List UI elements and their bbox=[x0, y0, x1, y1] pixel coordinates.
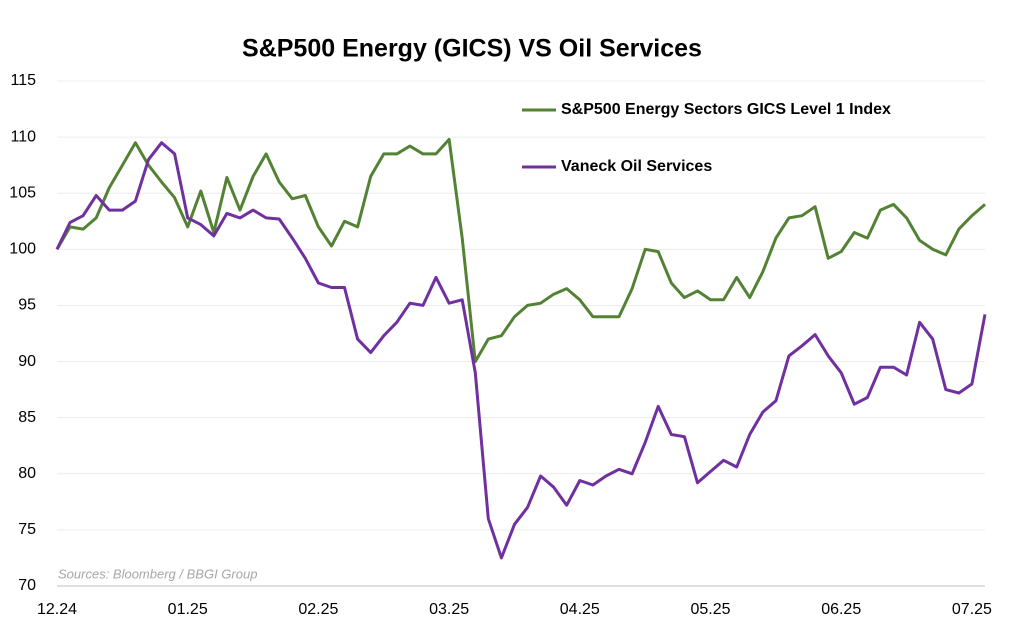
x-tick-label: 06.25 bbox=[821, 601, 861, 618]
y-tick-label: 85 bbox=[18, 409, 36, 426]
x-tick-label: 02.25 bbox=[298, 601, 338, 618]
x-tick-label: 04.25 bbox=[560, 601, 600, 618]
series-line bbox=[55, 141, 987, 560]
source-note: Sources: Bloomberg / BBGI Group bbox=[58, 566, 257, 581]
y-tick-label: 100 bbox=[9, 241, 36, 258]
y-tick-label: 75 bbox=[18, 521, 36, 538]
y-tick-label: 105 bbox=[9, 184, 36, 201]
y-tick-label: 80 bbox=[18, 465, 36, 482]
x-tick-label: 01.25 bbox=[168, 601, 208, 618]
series-line bbox=[55, 137, 986, 364]
y-tick-label: 110 bbox=[10, 128, 36, 145]
y-tick-label: 115 bbox=[10, 72, 36, 89]
legend-label: Vaneck Oil Services bbox=[561, 158, 712, 175]
y-tick-label: 90 bbox=[18, 353, 36, 370]
y-tick-label: 95 bbox=[18, 297, 36, 314]
y-tick-label: 70 bbox=[18, 577, 36, 594]
x-tick-label: 03.25 bbox=[429, 601, 469, 618]
chart-title: S&P500 Energy (GICS) VS Oil Services bbox=[242, 35, 702, 63]
legend-label: S&P500 Energy Sectors GICS Level 1 Index bbox=[561, 101, 891, 118]
x-tick-label: 12.24 bbox=[37, 601, 77, 618]
x-tick-label: 05.25 bbox=[690, 601, 730, 618]
x-tick-label: 07.25 bbox=[952, 601, 992, 618]
